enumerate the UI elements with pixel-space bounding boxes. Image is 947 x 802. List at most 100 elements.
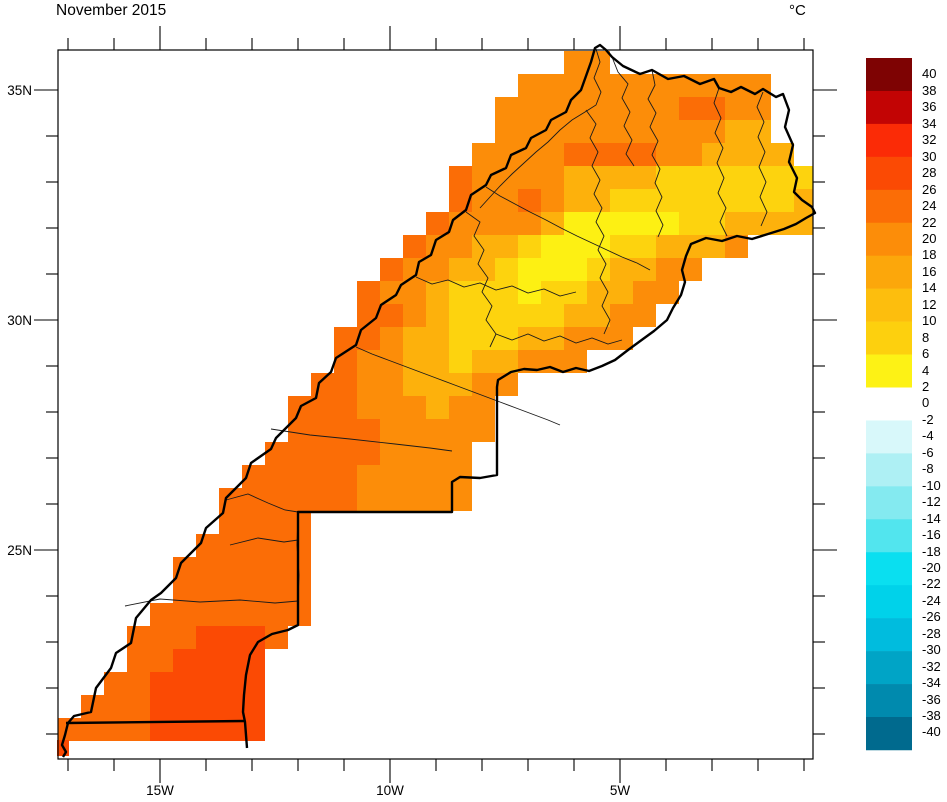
temperature-cell xyxy=(265,488,288,511)
temperature-cell xyxy=(380,396,403,419)
temperature-cell xyxy=(426,350,449,373)
temperature-cell xyxy=(242,626,265,649)
temperature-cell xyxy=(403,258,426,281)
temperature-cell xyxy=(564,212,587,235)
temperature-cell xyxy=(656,143,679,166)
temperature-cell xyxy=(518,166,541,189)
temperature-cell xyxy=(633,143,656,166)
temperature-cell xyxy=(495,97,518,120)
colorbar-tick-label: -32 xyxy=(922,658,941,674)
temperature-cell xyxy=(150,603,173,626)
temperature-cell xyxy=(610,281,633,304)
temperature-cell xyxy=(449,396,472,419)
temperature-cell xyxy=(426,442,449,465)
colorbar-tick-label: -2 xyxy=(922,411,934,427)
temperature-cell xyxy=(541,304,564,327)
temperature-cell xyxy=(472,189,495,212)
temperature-cell xyxy=(587,258,610,281)
colorbar-tick-label: 6 xyxy=(922,346,930,362)
temperature-cell xyxy=(748,143,771,166)
temperature-cell xyxy=(564,189,587,212)
colorbar-tick-label: 2 xyxy=(922,379,930,394)
temperature-cell xyxy=(449,442,472,465)
temperature-cell xyxy=(725,189,748,212)
temperature-cell xyxy=(150,626,173,649)
province-boundary-line xyxy=(355,346,561,426)
temperature-cell xyxy=(449,373,472,396)
temperature-cell xyxy=(380,327,403,350)
temperature-cell xyxy=(449,327,472,350)
temperature-cell xyxy=(380,373,403,396)
province-boundary-line xyxy=(756,91,768,227)
colorbar-tick-label: 26 xyxy=(922,181,937,197)
temperature-cell xyxy=(104,695,127,718)
colorbar-band xyxy=(866,519,912,553)
colorbar-tick-label: -38 xyxy=(922,708,941,723)
temperature-cell xyxy=(495,235,518,258)
temperature-cell xyxy=(127,695,150,718)
temperature-cell xyxy=(334,442,357,465)
temperature-cell xyxy=(472,166,495,189)
temperature-cell xyxy=(633,189,656,212)
temperature-cell xyxy=(541,97,564,120)
temperature-cell xyxy=(242,695,265,718)
temperature-cell xyxy=(633,281,656,304)
temperature-cell xyxy=(173,695,196,718)
temperature-cell xyxy=(196,626,219,649)
temperature-cell xyxy=(472,396,495,419)
temperature-cell xyxy=(587,212,610,235)
temperature-cell xyxy=(564,327,587,350)
temperature-cell xyxy=(702,120,725,143)
temperature-cell xyxy=(610,143,633,166)
temperature-cell xyxy=(449,166,472,189)
temperature-cell xyxy=(403,465,426,488)
colorbar-tick-label: -22 xyxy=(922,576,941,592)
temperature-cell xyxy=(426,373,449,396)
temperature-cell xyxy=(219,626,242,649)
temperature-cell xyxy=(702,166,725,189)
temperature-cell xyxy=(288,465,311,488)
temperature-cell xyxy=(288,511,311,534)
temperature-cell xyxy=(518,304,541,327)
temperature-cell xyxy=(564,143,587,166)
colorbar-band xyxy=(866,453,912,487)
temperature-cell xyxy=(656,212,679,235)
temperature-cell xyxy=(656,120,679,143)
temperature-cell xyxy=(518,74,541,97)
lat-tick-label-35n: 35N xyxy=(7,83,32,98)
temperature-cell xyxy=(472,373,495,396)
temperature-cell xyxy=(380,442,403,465)
colorbar-tick-label: 40 xyxy=(922,66,937,82)
colorbar-band xyxy=(866,58,912,92)
colorbar-tick-label: 20 xyxy=(922,230,937,246)
temperature-cell xyxy=(288,442,311,465)
colorbar-tick-label: 18 xyxy=(922,247,937,263)
temperature-cell xyxy=(380,488,403,511)
temperature-cell xyxy=(633,304,656,327)
temperature-cell xyxy=(357,373,380,396)
colorbar-tick-label: -12 xyxy=(922,494,941,510)
temperature-cell xyxy=(587,120,610,143)
temperature-cell xyxy=(495,304,518,327)
temperature-cell xyxy=(311,373,334,396)
temperature-cell xyxy=(518,235,541,258)
colorbar-tick-label: -18 xyxy=(922,543,941,559)
temperature-cell xyxy=(150,672,173,695)
temperature-cell xyxy=(265,580,288,603)
temperature-cell xyxy=(518,212,541,235)
temperature-cell xyxy=(426,488,449,511)
temperature-cell xyxy=(633,212,656,235)
temperature-cell xyxy=(771,166,794,189)
temperature-cell xyxy=(426,281,449,304)
temperature-cell xyxy=(702,212,725,235)
colorbar-tick-label: 16 xyxy=(922,263,937,279)
temperature-cell xyxy=(564,258,587,281)
temperature-cell xyxy=(219,603,242,626)
temperature-cell xyxy=(219,488,242,511)
country-border-outline xyxy=(60,43,817,758)
temperature-cell xyxy=(564,235,587,258)
temperature-cell xyxy=(311,396,334,419)
temperature-cell xyxy=(748,189,771,212)
colorbar-tick-label: -28 xyxy=(922,625,941,641)
temperature-cell xyxy=(564,166,587,189)
